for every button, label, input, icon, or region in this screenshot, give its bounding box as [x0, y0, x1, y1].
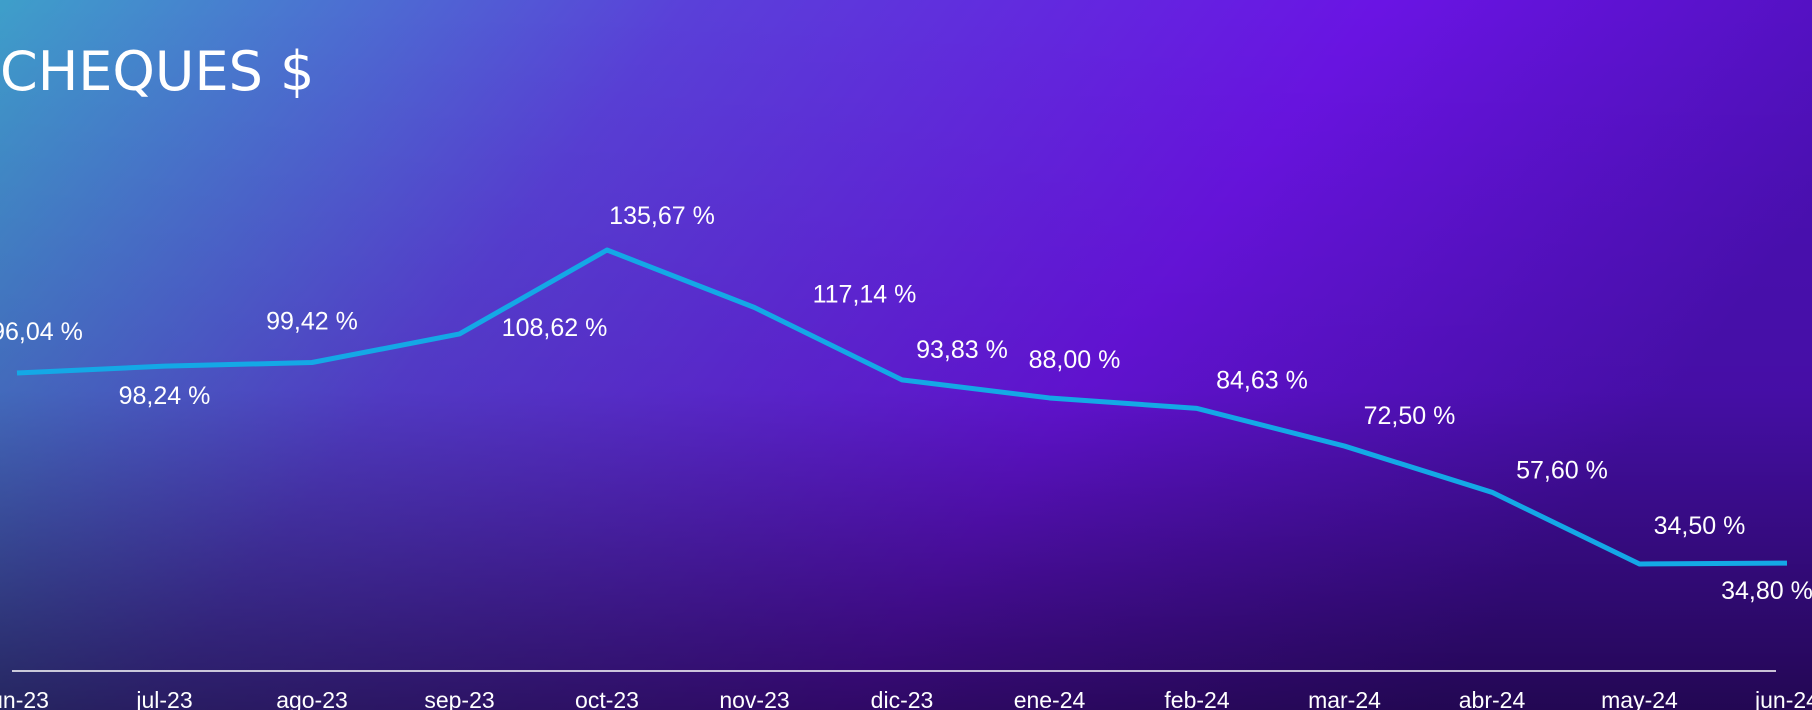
x-tick-label: jul-23	[135, 687, 192, 710]
x-tick-label: feb-24	[1164, 687, 1229, 710]
x-tick-label: jun-23	[0, 687, 49, 710]
x-tick-label: ene-24	[1014, 687, 1086, 710]
data-label: 72,50 %	[1364, 402, 1456, 430]
data-label: 135,67 %	[609, 202, 715, 230]
chart: CHEQUES $ jun-23 jul-23 ago-23 sep-23 oct-23…	[0, 0, 1812, 710]
x-tick-label: abr-24	[1459, 687, 1526, 710]
page: CHEQUES $ jun-23 jul-23 ago-23 sep-23 oct-23…	[0, 0, 1812, 710]
background-shade	[0, 0, 1812, 710]
data-label: 84,63 %	[1216, 366, 1308, 394]
data-label: 99,42 %	[266, 308, 358, 336]
x-tick-label: sep-23	[424, 687, 494, 710]
x-tick-label: ago-23	[276, 687, 348, 710]
data-label: 93,83 %	[916, 336, 1008, 364]
data-label: 96,04 %	[0, 318, 83, 346]
x-tick-label: dic-23	[871, 687, 934, 710]
data-label: 57,60 %	[1516, 456, 1608, 484]
x-tick-label: jun-24	[1754, 687, 1812, 710]
x-tick-label: nov-23	[719, 687, 789, 710]
data-label: 34,50 %	[1654, 512, 1746, 540]
data-label: 108,62 %	[502, 314, 608, 342]
data-label: 117,14 %	[813, 281, 917, 309]
x-tick-label: may-24	[1601, 687, 1678, 710]
data-label: 88,00 %	[1029, 346, 1121, 374]
data-label: 34,80 %	[1721, 577, 1812, 605]
data-label: 98,24 %	[119, 382, 211, 410]
chart-title: CHEQUES $	[0, 40, 314, 103]
x-tick-label: oct-23	[575, 687, 639, 710]
x-tick-label: mar-24	[1308, 687, 1381, 710]
